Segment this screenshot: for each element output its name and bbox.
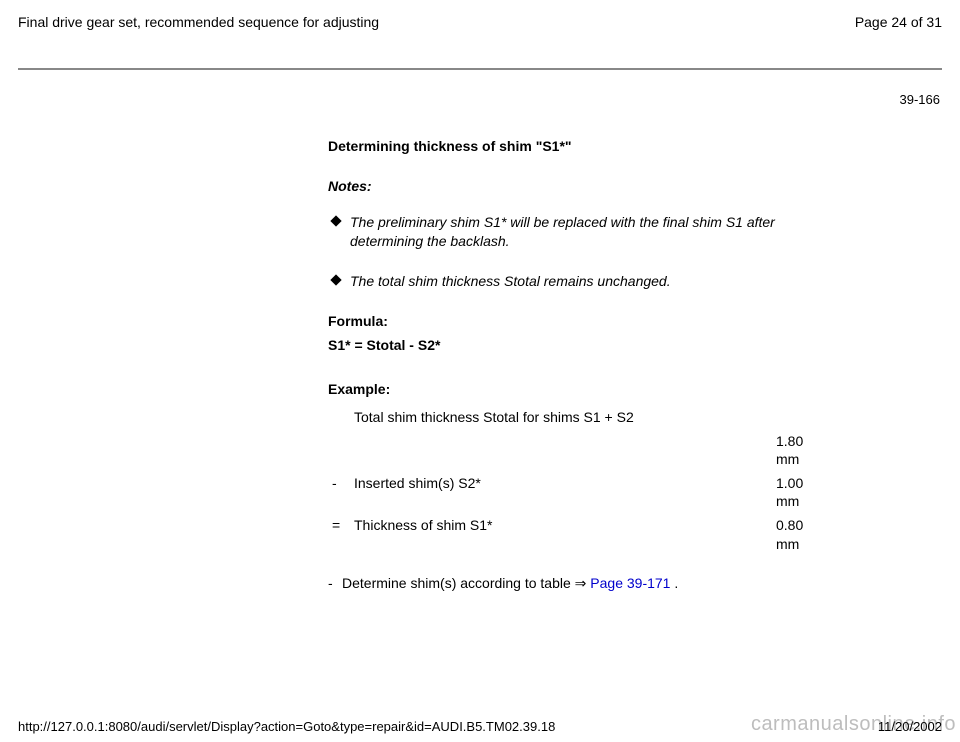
doc-title: Final drive gear set, recommended sequen… xyxy=(18,14,379,30)
page-root: Final drive gear set, recommended sequen… xyxy=(0,0,960,742)
header-bar: Final drive gear set, recommended sequen… xyxy=(18,14,942,30)
row-desc: Thickness of shim S1* xyxy=(350,513,772,555)
footer-bar: http://127.0.0.1:8080/audi/servlet/Displ… xyxy=(18,719,942,734)
note-item: The preliminary shim S1* will be replace… xyxy=(332,213,822,249)
row-value xyxy=(772,405,822,429)
determine-suffix: . xyxy=(670,575,678,591)
row-symbol xyxy=(328,429,350,471)
table-row: = Thickness of shim S1* 0.80 mm xyxy=(328,513,822,555)
example-table: Total shim thickness Stotal for shims S1… xyxy=(328,405,822,556)
row-value: 1.80 mm xyxy=(772,429,822,471)
arrow-icon: ⇒ xyxy=(575,574,587,592)
bullet-diamond-icon xyxy=(330,274,341,285)
table-row: - Inserted shim(s) S2* 1.00 mm xyxy=(328,471,822,513)
divider xyxy=(18,68,942,70)
section-heading: Determining thickness of shim "S1*" xyxy=(328,137,822,155)
row-desc: Total shim thickness Stotal for shims S1… xyxy=(350,405,772,429)
example-label: Example: xyxy=(328,380,822,398)
row-value: 0.80 mm xyxy=(772,513,822,555)
formula-label: Formula: xyxy=(328,312,822,330)
footer-url: http://127.0.0.1:8080/audi/servlet/Displ… xyxy=(18,719,555,734)
bullet-diamond-icon xyxy=(330,216,341,227)
determine-prefix: Determine shim(s) according to table xyxy=(342,575,575,591)
row-desc xyxy=(350,429,772,471)
table-row: 1.80 mm xyxy=(328,429,822,471)
table-row: Total shim thickness Stotal for shims S1… xyxy=(328,405,822,429)
content-area: Determining thickness of shim "S1*" Note… xyxy=(328,137,822,592)
notes-label: Notes: xyxy=(328,177,822,195)
formula-text: S1* = Stotal - S2* xyxy=(328,336,822,354)
page-indicator: Page 24 of 31 xyxy=(855,14,942,30)
row-symbol: - xyxy=(328,471,350,513)
row-value: 1.00 mm xyxy=(772,471,822,513)
page-code: 39-166 xyxy=(18,92,940,107)
page-link[interactable]: Page 39-171 xyxy=(590,575,670,591)
row-symbol xyxy=(328,405,350,429)
note-text: The total shim thickness Stotal remains … xyxy=(350,272,822,290)
dash-bullet: - xyxy=(328,574,342,592)
determine-text: Determine shim(s) according to table ⇒ P… xyxy=(342,574,822,592)
note-text: The preliminary shim S1* will be replace… xyxy=(350,213,822,249)
row-symbol: = xyxy=(328,513,350,555)
row-desc: Inserted shim(s) S2* xyxy=(350,471,772,513)
determine-line: - Determine shim(s) according to table ⇒… xyxy=(328,574,822,592)
footer-date: 11/20/2002 xyxy=(878,719,942,734)
note-item: The total shim thickness Stotal remains … xyxy=(332,272,822,290)
